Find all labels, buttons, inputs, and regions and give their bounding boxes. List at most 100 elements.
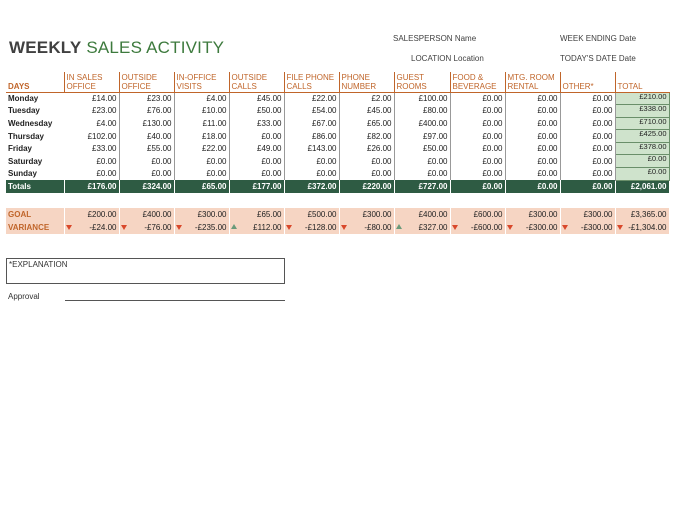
data-cell[interactable]: £4.00 [174,92,230,105]
data-cell[interactable]: £0.00 [505,104,561,118]
goal-cell[interactable]: £400.00 [119,208,175,222]
data-cell[interactable]: £80.00 [394,104,451,118]
data-cell[interactable]: £50.00 [229,104,285,118]
data-cell[interactable]: £0.00 [394,154,451,168]
data-cell[interactable]: £0.00 [339,167,395,181]
data-cell[interactable]: £54.00 [284,104,340,118]
data-cell[interactable]: £0.00 [450,104,506,118]
data-cell[interactable]: £76.00 [119,104,175,118]
data-cell[interactable]: £0.00 [560,129,616,143]
data-cell[interactable]: £23.00 [119,92,175,105]
variance-value: £112.00 [253,223,282,233]
salesperson-value[interactable]: Name [454,34,477,43]
data-cell[interactable]: £102.00 [64,129,120,143]
data-cell[interactable]: £40.00 [119,129,175,143]
data-cell[interactable]: £0.00 [505,117,561,130]
goal-cell[interactable]: £3,365.00 [615,208,670,222]
data-cell[interactable]: £400.00 [394,117,451,130]
goal-cell[interactable]: £300.00 [174,208,230,222]
data-cell[interactable]: £0.00 [560,92,616,105]
column-header: FILE PHONE CALLS [283,72,339,93]
data-cell[interactable]: £33.00 [64,142,120,155]
data-cell[interactable]: £0.00 [505,92,561,105]
data-cell[interactable]: £0.00 [174,154,230,168]
data-cell[interactable]: £14.00 [64,92,120,105]
todays-date-field[interactable]: TODAY'S DATE Date [560,54,636,63]
data-cell[interactable]: £0.00 [229,167,285,181]
todays-date-value[interactable]: Date [618,54,636,63]
totals-cell: £324.00 [119,180,175,194]
explanation-box[interactable]: *EXPLANATION [6,258,285,284]
goal-cell[interactable]: £300.00 [505,208,561,222]
data-cell[interactable]: £0.00 [394,167,451,181]
data-cell[interactable]: £82.00 [339,129,395,143]
variance-row: VARIANCE -£24.00 -£76.00 -£235.00 £112.00 -£1… [6,221,670,235]
data-cell[interactable]: £0.00 [560,167,616,181]
goal-cell[interactable]: £400.00 [394,208,451,222]
data-cell[interactable]: £49.00 [229,142,285,155]
data-cell[interactable]: £0.00 [339,154,395,168]
triangle-down-icon [561,225,568,231]
data-cell[interactable]: £0.00 [450,154,506,168]
salesperson-field[interactable]: SALESPERSON Name [393,34,476,43]
column-header: PHONE NUMBER [338,72,394,93]
data-cell[interactable]: £55.00 [119,142,175,155]
week-ending-field[interactable]: WEEK ENDING Date [560,34,636,43]
data-cell[interactable]: £23.00 [64,104,120,118]
approval-signature-line[interactable] [65,300,285,301]
totals-cell: £0.00 [505,180,561,194]
data-cell[interactable]: £0.00 [450,92,506,105]
goal-cell[interactable]: £300.00 [339,208,395,222]
data-cell[interactable]: £26.00 [339,142,395,155]
data-cell[interactable]: £0.00 [284,154,340,168]
data-cell[interactable]: £10.00 [174,104,230,118]
goal-cell[interactable]: £65.00 [229,208,285,222]
data-cell[interactable]: £0.00 [229,129,285,143]
location-value[interactable]: Location [453,54,484,63]
data-cell[interactable]: £130.00 [119,117,175,130]
goal-cell[interactable]: £300.00 [560,208,616,222]
goal-cell[interactable]: £500.00 [284,208,340,222]
column-header: FOOD & BEVERAGE [449,72,505,93]
data-cell[interactable]: £67.00 [284,117,340,130]
data-cell[interactable]: £0.00 [174,167,230,181]
data-cell[interactable]: £0.00 [450,167,506,181]
data-cell[interactable]: £0.00 [450,117,506,130]
goal-cell[interactable]: £600.00 [450,208,506,222]
data-cell[interactable]: £0.00 [64,154,120,168]
location-field[interactable]: LOCATION Location [411,54,484,63]
data-cell[interactable]: £4.00 [64,117,120,130]
data-cell[interactable]: £2.00 [339,92,395,105]
goal-cell[interactable]: £200.00 [64,208,120,222]
data-cell[interactable]: £0.00 [560,154,616,168]
data-cell[interactable]: £0.00 [505,129,561,143]
data-cell[interactable]: £86.00 [284,129,340,143]
data-cell[interactable]: £0.00 [119,154,175,168]
data-cell[interactable]: £0.00 [505,167,561,181]
data-cell[interactable]: £0.00 [229,154,285,168]
data-cell[interactable]: £0.00 [119,167,175,181]
data-cell[interactable]: £0.00 [450,129,506,143]
data-cell[interactable]: £0.00 [560,117,616,130]
data-cell[interactable]: £0.00 [505,142,561,155]
data-cell[interactable]: £0.00 [64,167,120,181]
data-cell[interactable]: £0.00 [560,142,616,155]
data-cell[interactable]: £33.00 [229,117,285,130]
data-cell[interactable]: £11.00 [174,117,230,130]
data-cell[interactable]: £143.00 [284,142,340,155]
data-cell[interactable]: £18.00 [174,129,230,143]
data-cell[interactable]: £22.00 [174,142,230,155]
data-cell[interactable]: £50.00 [394,142,451,155]
data-cell[interactable]: £100.00 [394,92,451,105]
row-total-cell: £338.00 [614,104,670,118]
data-cell[interactable]: £0.00 [560,104,616,118]
data-cell[interactable]: £0.00 [450,142,506,155]
data-cell[interactable]: £0.00 [284,167,340,181]
data-cell[interactable]: £45.00 [339,104,395,118]
data-cell[interactable]: £97.00 [394,129,451,143]
data-cell[interactable]: £65.00 [339,117,395,130]
data-cell[interactable]: £22.00 [284,92,340,105]
week-ending-value[interactable]: Date [619,34,637,43]
data-cell[interactable]: £0.00 [505,154,561,168]
data-cell[interactable]: £45.00 [229,92,285,105]
